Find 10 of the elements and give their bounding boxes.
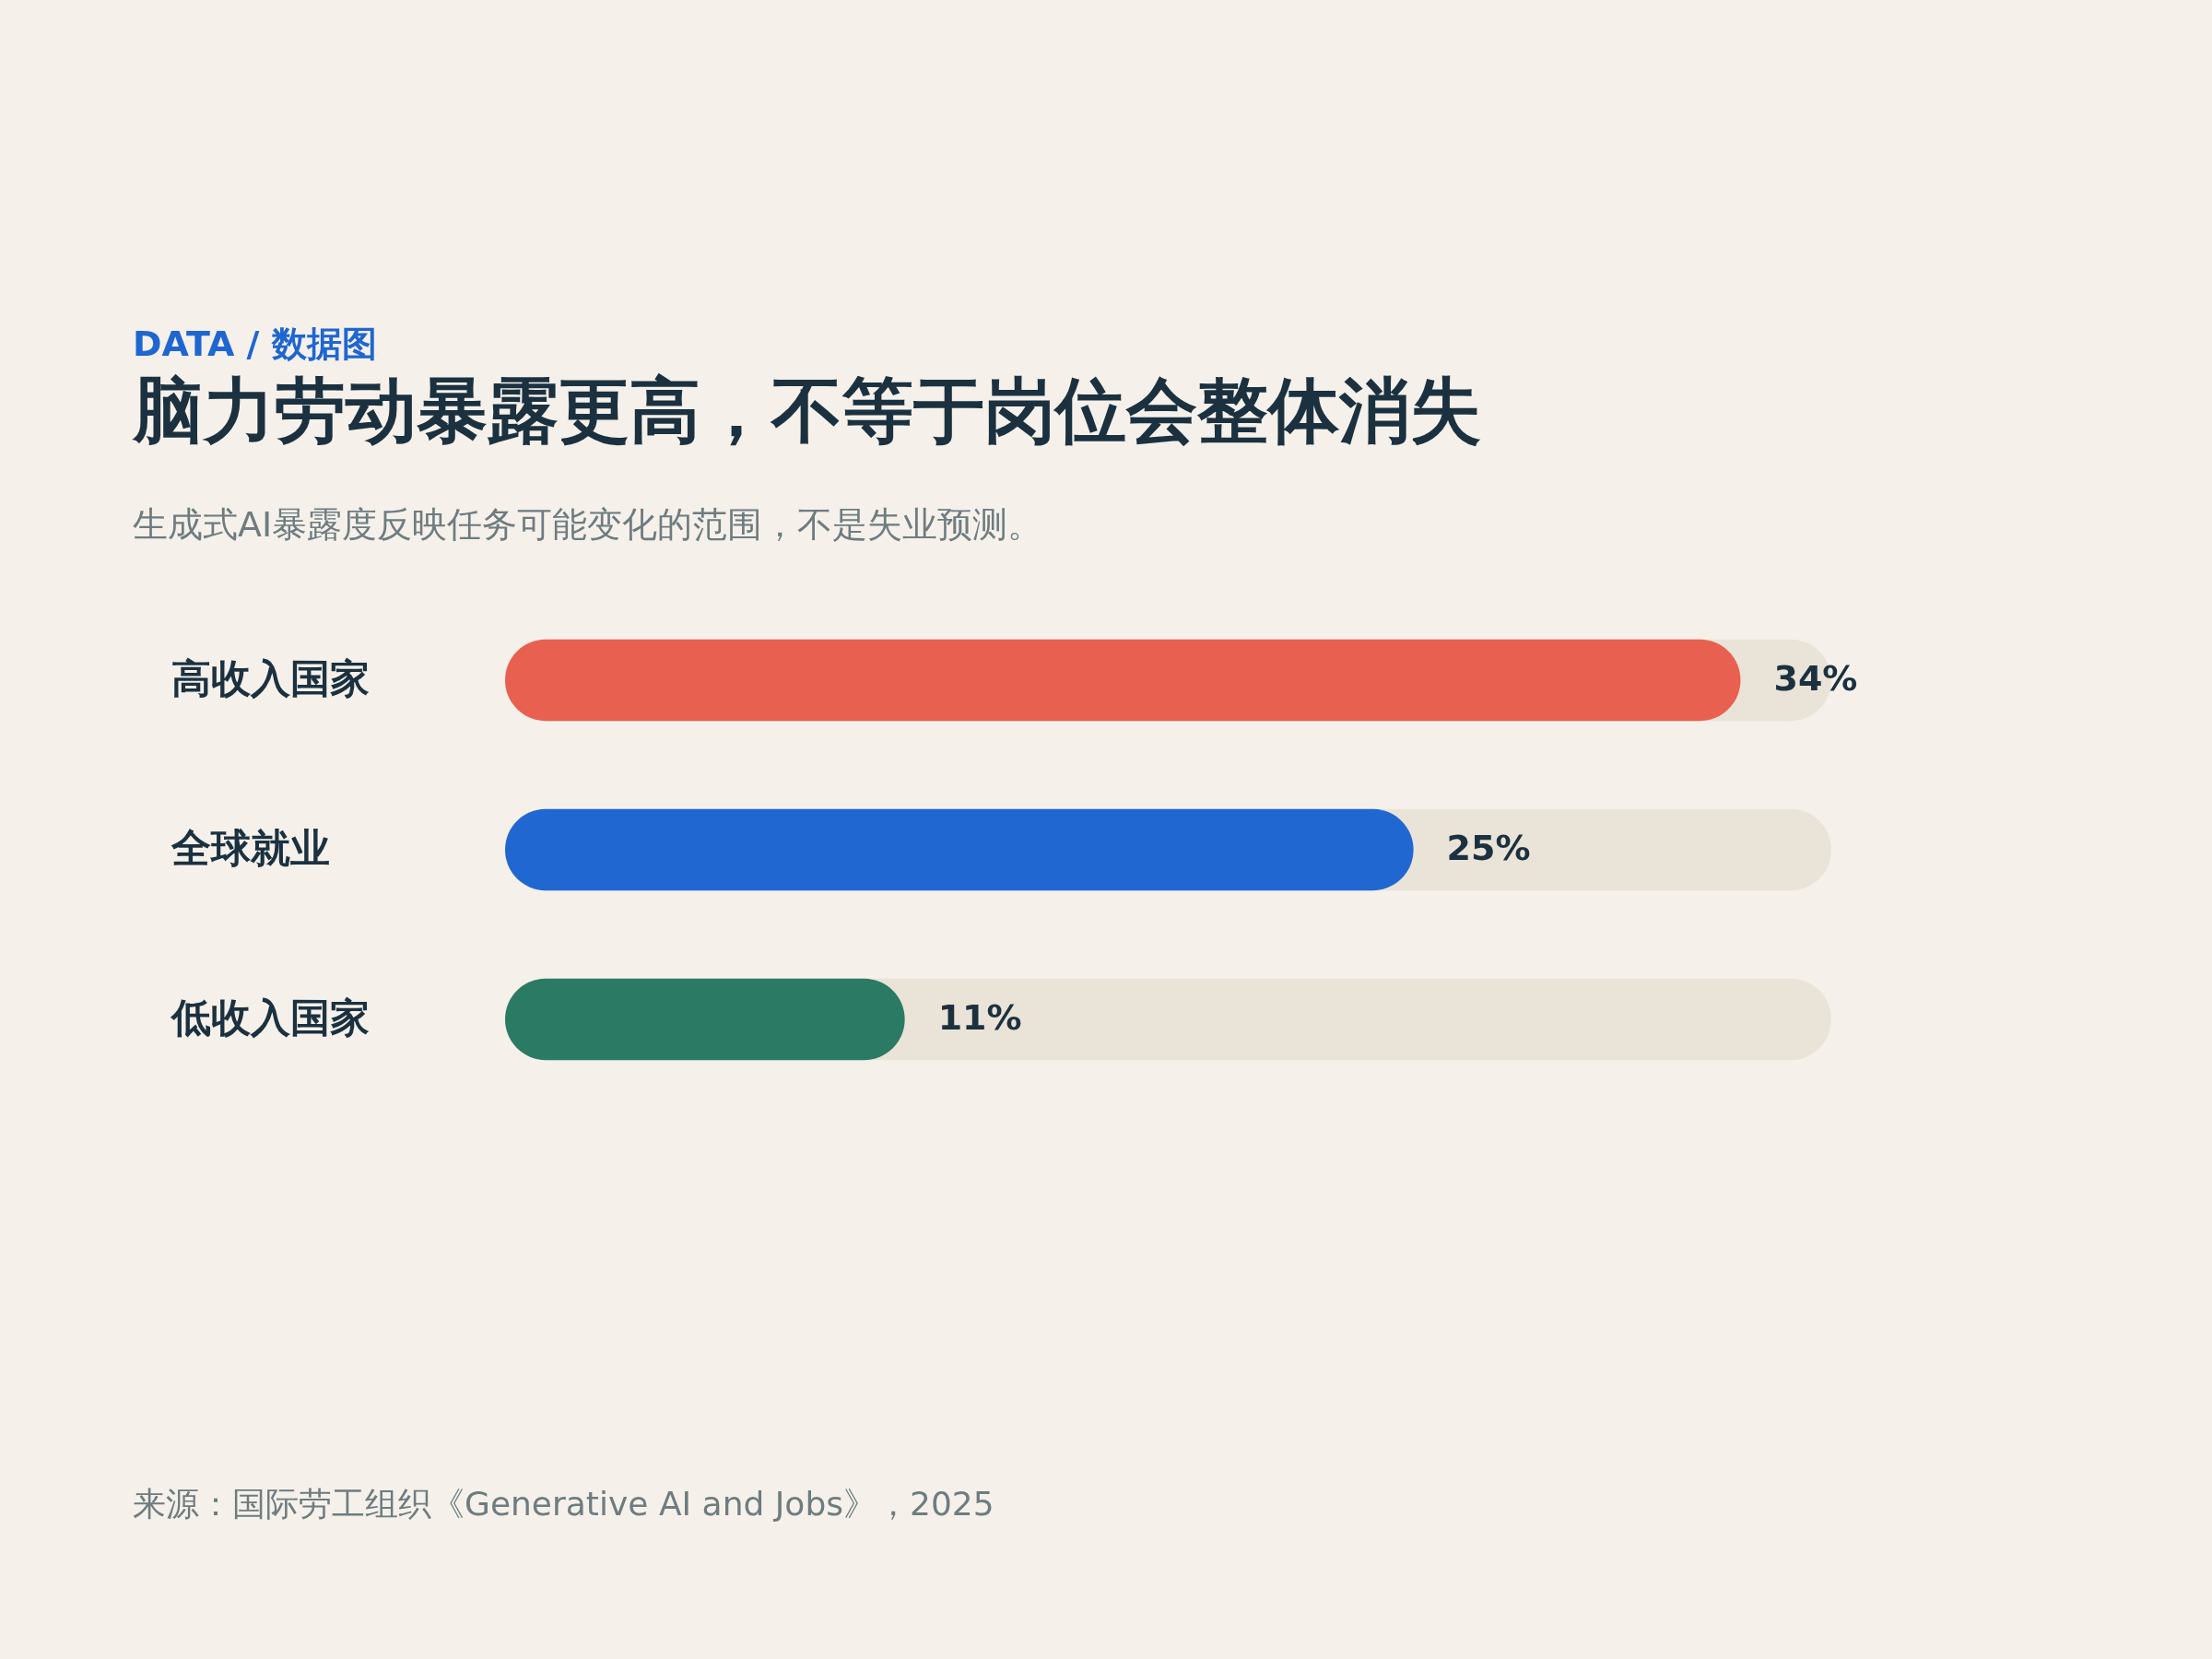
data-label: 11% bbox=[937, 997, 1022, 1038]
y-tick-label: 低收入国家 bbox=[169, 994, 370, 1041]
source-note: 来源：国际劳工组织《Generative AI and Jobs》，2025 bbox=[133, 1485, 994, 1523]
text: DATA / 数据图 bbox=[133, 324, 377, 364]
chart-title: 脑力劳动暴露更高，不等于岗位会整体消失 bbox=[132, 370, 1481, 452]
data-label: 34% bbox=[1773, 658, 1858, 699]
y-tick-label: 全球就业 bbox=[170, 825, 330, 871]
y-tick-label: 高收入国家 bbox=[171, 655, 370, 701]
chart-subtitle: 生成式AI暴露度反映任务可能变化的范围，不是失业预测。 bbox=[133, 504, 1043, 545]
data-label: 25% bbox=[1446, 828, 1531, 868]
